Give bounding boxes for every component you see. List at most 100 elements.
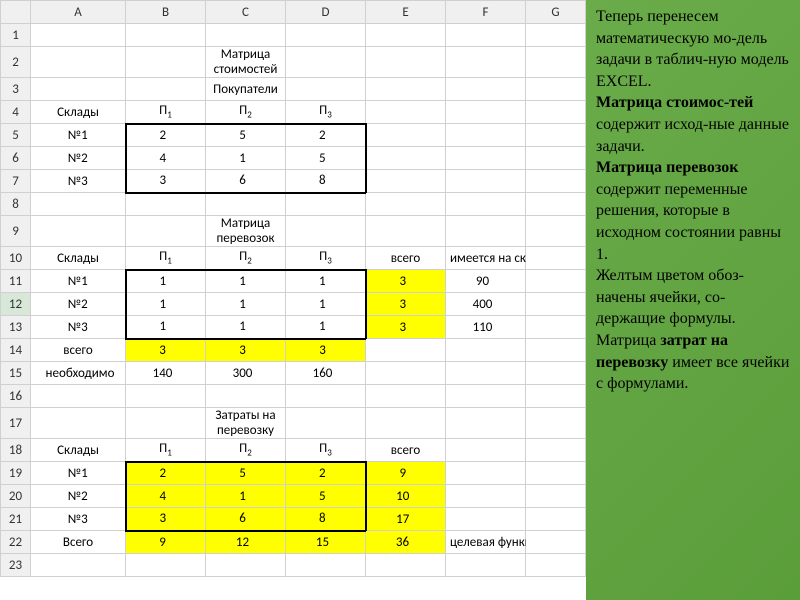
cell-F5[interactable] bbox=[446, 124, 526, 147]
cell-F11[interactable]: 90 bbox=[446, 270, 526, 293]
cell-E22[interactable]: 36 bbox=[366, 531, 446, 554]
cell-D23[interactable] bbox=[286, 554, 366, 577]
cell-B1[interactable] bbox=[126, 24, 206, 47]
cell-F8[interactable] bbox=[446, 193, 526, 216]
cell-E21[interactable]: 17 bbox=[366, 508, 446, 531]
cell-E5[interactable] bbox=[366, 124, 446, 147]
cell-C17[interactable]: Затраты на перевозку bbox=[206, 408, 286, 439]
cell-B5[interactable]: 2 bbox=[126, 124, 206, 147]
cell-C7[interactable]: 6 bbox=[206, 170, 286, 193]
cell-A14[interactable]: всего bbox=[31, 339, 126, 362]
cell-G14[interactable] bbox=[526, 339, 586, 362]
cell-B11[interactable]: 1 bbox=[126, 270, 206, 293]
cell-E13[interactable]: 3 bbox=[366, 316, 446, 339]
cell-C13[interactable]: 1 bbox=[206, 316, 286, 339]
cell-B3[interactable] bbox=[126, 78, 206, 101]
cell-C15[interactable]: 300 bbox=[206, 362, 286, 385]
cell-C5[interactable]: 5 bbox=[206, 124, 286, 147]
cell-A16[interactable] bbox=[31, 385, 126, 408]
cell-A8[interactable] bbox=[31, 193, 126, 216]
cell-F2[interactable] bbox=[446, 47, 526, 78]
cell-E1[interactable] bbox=[366, 24, 446, 47]
cell-E19[interactable]: 9 bbox=[366, 462, 446, 485]
cell-E11[interactable]: 3 bbox=[366, 270, 446, 293]
row-header-14[interactable]: 14 bbox=[1, 339, 31, 362]
cell-D6[interactable]: 5 bbox=[286, 147, 366, 170]
cell-A20[interactable]: №2 bbox=[31, 485, 126, 508]
row-header-9[interactable]: 9 bbox=[1, 216, 31, 247]
row-header-6[interactable]: 6 bbox=[1, 147, 31, 170]
cell-E2[interactable] bbox=[366, 47, 446, 78]
row-header-20[interactable]: 20 bbox=[1, 485, 31, 508]
cell-D8[interactable] bbox=[286, 193, 366, 216]
row-header-18[interactable]: 18 bbox=[1, 439, 31, 462]
cell-D4[interactable]: П3 bbox=[286, 101, 366, 124]
row-header-17[interactable]: 17 bbox=[1, 408, 31, 439]
cell-A9[interactable] bbox=[31, 216, 126, 247]
cell-G18[interactable] bbox=[526, 439, 586, 462]
cell-E14[interactable] bbox=[366, 339, 446, 362]
cell-G7[interactable] bbox=[526, 170, 586, 193]
cell-A4[interactable]: Склады bbox=[31, 101, 126, 124]
cell-F7[interactable] bbox=[446, 170, 526, 193]
cell-B16[interactable] bbox=[126, 385, 206, 408]
cell-C21[interactable]: 6 bbox=[206, 508, 286, 531]
cell-F19[interactable] bbox=[446, 462, 526, 485]
cell-B9[interactable] bbox=[126, 216, 206, 247]
row-header-7[interactable]: 7 bbox=[1, 170, 31, 193]
cell-E20[interactable]: 10 bbox=[366, 485, 446, 508]
row-header-4[interactable]: 4 bbox=[1, 101, 31, 124]
cell-F13[interactable]: 110 bbox=[446, 316, 526, 339]
cell-G20[interactable] bbox=[526, 485, 586, 508]
cell-C22[interactable]: 12 bbox=[206, 531, 286, 554]
cell-F3[interactable] bbox=[446, 78, 526, 101]
cell-E9[interactable] bbox=[366, 216, 446, 247]
col-header-D[interactable]: D bbox=[286, 1, 366, 24]
cell-A22[interactable]: Всего bbox=[31, 531, 126, 554]
cell-C19[interactable]: 5 bbox=[206, 462, 286, 485]
col-header-B[interactable]: B bbox=[126, 1, 206, 24]
cell-D16[interactable] bbox=[286, 385, 366, 408]
cell-A2[interactable] bbox=[31, 47, 126, 78]
cell-G4[interactable] bbox=[526, 101, 586, 124]
cell-E15[interactable] bbox=[366, 362, 446, 385]
cell-C3[interactable]: Покупатели bbox=[206, 78, 286, 101]
cell-A19[interactable]: №1 bbox=[31, 462, 126, 485]
cell-D1[interactable] bbox=[286, 24, 366, 47]
cell-B23[interactable] bbox=[126, 554, 206, 577]
row-header-15[interactable]: 15 bbox=[1, 362, 31, 385]
row-header-19[interactable]: 19 bbox=[1, 462, 31, 485]
cell-G10[interactable] bbox=[526, 247, 586, 270]
cell-F4[interactable] bbox=[446, 101, 526, 124]
cell-E23[interactable] bbox=[366, 554, 446, 577]
cell-A17[interactable] bbox=[31, 408, 126, 439]
col-header-G[interactable]: G bbox=[526, 1, 586, 24]
cell-B12[interactable]: 1 bbox=[126, 293, 206, 316]
cell-F23[interactable] bbox=[446, 554, 526, 577]
cell-A21[interactable]: №3 bbox=[31, 508, 126, 531]
cell-B13[interactable]: 1 bbox=[126, 316, 206, 339]
cell-F18[interactable] bbox=[446, 439, 526, 462]
cell-D7[interactable]: 8 bbox=[286, 170, 366, 193]
cell-G22[interactable] bbox=[526, 531, 586, 554]
cell-F16[interactable] bbox=[446, 385, 526, 408]
cell-F20[interactable] bbox=[446, 485, 526, 508]
cell-B15[interactable]: 140 bbox=[126, 362, 206, 385]
cell-D19[interactable]: 2 bbox=[286, 462, 366, 485]
cell-B22[interactable]: 9 bbox=[126, 531, 206, 554]
cell-G3[interactable] bbox=[526, 78, 586, 101]
cell-D12[interactable]: 1 bbox=[286, 293, 366, 316]
cell-G11[interactable] bbox=[526, 270, 586, 293]
cell-F10[interactable]: имеется на складе bbox=[446, 247, 526, 270]
row-header-5[interactable]: 5 bbox=[1, 124, 31, 147]
cell-G6[interactable] bbox=[526, 147, 586, 170]
cell-A7[interactable]: №3 bbox=[31, 170, 126, 193]
cell-C20[interactable]: 1 bbox=[206, 485, 286, 508]
cell-A15[interactable]: необходимо bbox=[31, 362, 126, 385]
cell-B4[interactable]: П1 bbox=[126, 101, 206, 124]
cell-C6[interactable]: 1 bbox=[206, 147, 286, 170]
cell-E4[interactable] bbox=[366, 101, 446, 124]
cell-A3[interactable] bbox=[31, 78, 126, 101]
cell-D9[interactable] bbox=[286, 216, 366, 247]
cell-B19[interactable]: 2 bbox=[126, 462, 206, 485]
